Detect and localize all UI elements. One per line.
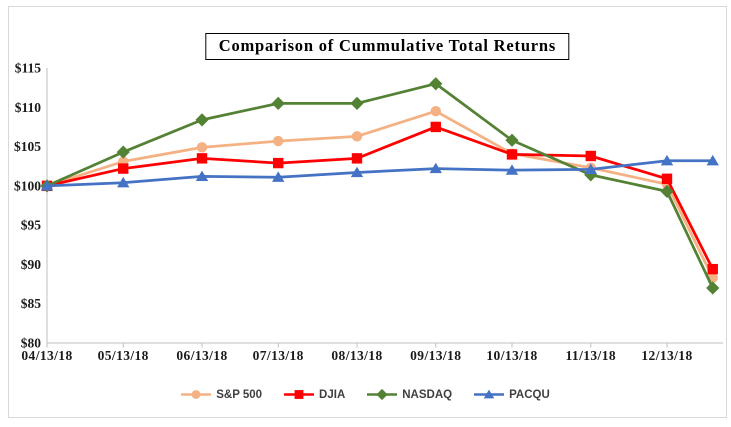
data-point-marker xyxy=(661,173,673,184)
legend-label: DJIA xyxy=(319,388,346,401)
data-point-marker xyxy=(430,106,441,117)
data-point-marker xyxy=(196,153,208,164)
legend-label: S&P 500 xyxy=(216,388,263,401)
legend-item-djia: DJIA xyxy=(284,388,345,401)
x-axis-tick-label: 04/13/18 xyxy=(21,348,72,363)
x-axis-tick-label: 12/13/18 xyxy=(641,348,692,363)
data-point-marker xyxy=(294,390,304,399)
x-axis-tick-label: 06/13/18 xyxy=(176,348,227,363)
x-axis-tick-label: 11/13/18 xyxy=(566,348,616,363)
legend-item-nasdaq: NASDAQ xyxy=(367,388,452,401)
data-point-marker xyxy=(660,154,674,166)
series-line-s-p-500 xyxy=(45,109,715,280)
diamond-legend-swatch-icon xyxy=(367,388,398,401)
data-point-marker xyxy=(273,135,284,147)
legend-label: NASDAQ xyxy=(402,388,453,401)
x-axis-tick-label: 10/13/18 xyxy=(486,348,537,363)
chart-title: Comparison of Cummulative Total Returns xyxy=(205,33,570,60)
legend-item-pacqu: PACQU xyxy=(474,388,550,401)
data-point-marker xyxy=(272,171,285,182)
series-line-djia xyxy=(45,125,715,271)
data-point-marker xyxy=(117,176,130,188)
square-legend-swatch-icon xyxy=(284,390,315,399)
data-point-marker xyxy=(585,150,596,162)
data-point-marker xyxy=(429,77,443,91)
data-point-marker xyxy=(376,388,388,401)
data-point-marker xyxy=(195,113,209,127)
legend-label: PACQU xyxy=(509,388,550,401)
data-point-marker xyxy=(707,263,718,275)
data-point-marker xyxy=(273,157,284,169)
data-point-marker xyxy=(429,162,442,174)
y-axis-tick-label: $115 xyxy=(15,61,42,76)
x-axis-tick-label: 07/13/18 xyxy=(253,348,304,363)
chart-border xyxy=(8,6,727,418)
series-line-pacqu xyxy=(45,159,715,188)
data-point-marker xyxy=(505,133,519,147)
data-point-marker xyxy=(350,166,364,178)
y-axis-tick-label: $90 xyxy=(21,257,42,272)
data-point-marker xyxy=(506,149,518,160)
y-axis-tick-label: $110 xyxy=(15,100,42,115)
data-point-marker xyxy=(351,153,363,164)
x-axis-tick-label: 09/13/18 xyxy=(410,348,461,363)
y-axis-tick-label: $100 xyxy=(14,178,41,193)
triangle-legend-swatch-icon xyxy=(474,389,505,399)
data-point-marker xyxy=(195,170,209,182)
y-axis-tick-label: $80 xyxy=(21,336,42,351)
data-point-marker xyxy=(118,163,129,174)
data-point-marker xyxy=(191,390,201,399)
x-axis-tick-label: 05/13/18 xyxy=(98,348,149,363)
data-point-marker xyxy=(271,96,285,110)
data-point-marker xyxy=(40,180,54,191)
series-line-nasdaq xyxy=(45,82,715,290)
data-point-marker xyxy=(706,154,719,166)
data-point-marker xyxy=(483,389,495,399)
data-point-marker xyxy=(350,96,364,110)
y-axis-tick-label: $105 xyxy=(14,139,41,154)
data-point-marker xyxy=(116,145,130,159)
x-axis-tick-label: 08/13/18 xyxy=(331,348,382,363)
legend-item-s-p-500: S&P 500 xyxy=(181,388,262,401)
data-point-marker xyxy=(660,184,674,198)
data-point-marker xyxy=(505,164,519,175)
data-point-marker xyxy=(430,121,441,133)
circle-legend-swatch-icon xyxy=(181,390,212,399)
data-point-marker xyxy=(706,281,720,295)
chart-legend: S&P 500 DJIA NASDAQ PACQU xyxy=(0,388,731,401)
data-point-marker xyxy=(584,163,597,174)
y-axis-tick-label: $95 xyxy=(21,218,42,233)
y-axis-tick-label: $85 xyxy=(21,296,42,311)
data-point-marker xyxy=(351,131,363,142)
data-point-marker xyxy=(196,142,208,153)
